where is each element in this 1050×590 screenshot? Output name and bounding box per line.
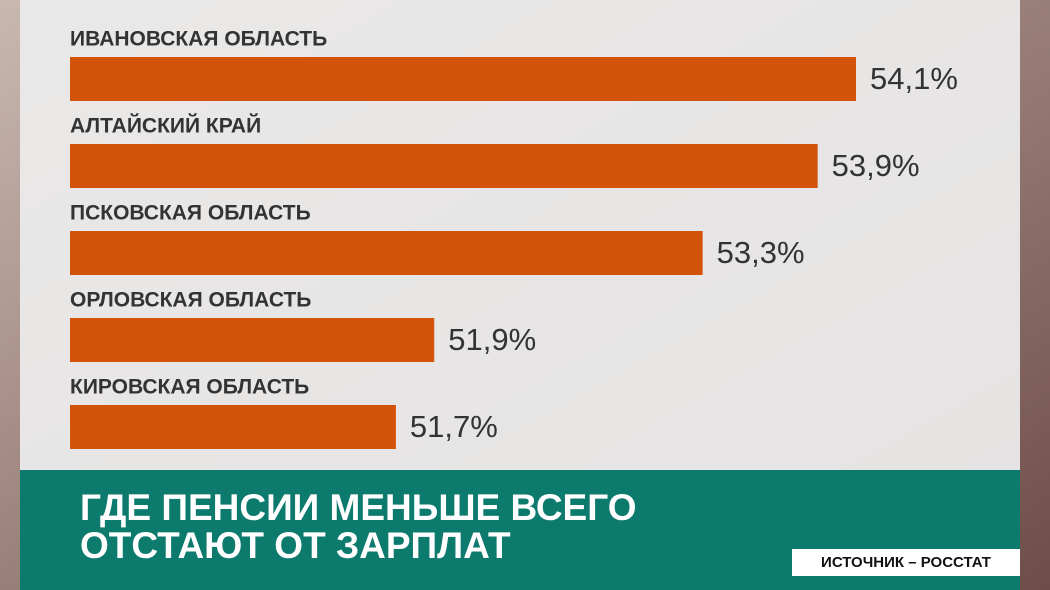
value-label: 53,3%	[717, 235, 805, 270]
category-label: АЛТАЙСКИЙ КРАЙ	[70, 114, 261, 138]
value-label: 51,9%	[448, 322, 536, 357]
category-label: КИРОВСКАЯ ОБЛАСТЬ	[70, 376, 309, 399]
category-label: ПСКОВСКАЯ ОБЛАСТЬ	[70, 202, 311, 225]
bar	[70, 231, 703, 275]
chart-title: ГДЕ ПЕНСИИ МЕНЬШЕ ВСЕГО	[80, 487, 636, 528]
category-label: ИВАНОВСКАЯ ОБЛАСТЬ	[70, 28, 327, 51]
source: ИСТОЧНИК – РОССТАТ	[821, 554, 991, 571]
bar	[70, 144, 818, 188]
bar	[70, 57, 856, 101]
category-label: ОРЛОВСКАЯ ОБЛАСТЬ	[70, 289, 311, 312]
chart-title: ОТСТАЮТ ОТ ЗАРПЛАТ	[80, 525, 511, 566]
value-label: 54,1%	[870, 61, 958, 96]
value-label: 51,7%	[410, 409, 498, 444]
bar	[70, 405, 396, 449]
bar	[70, 318, 435, 362]
plot: ИВАНОВСКАЯ ОБЛАСТЬ 54,1% АЛТАЙСКИЙ КРАЙ 53,…	[70, 28, 958, 449]
value-label: 53,9%	[832, 148, 920, 183]
source-box	[792, 549, 1020, 576]
